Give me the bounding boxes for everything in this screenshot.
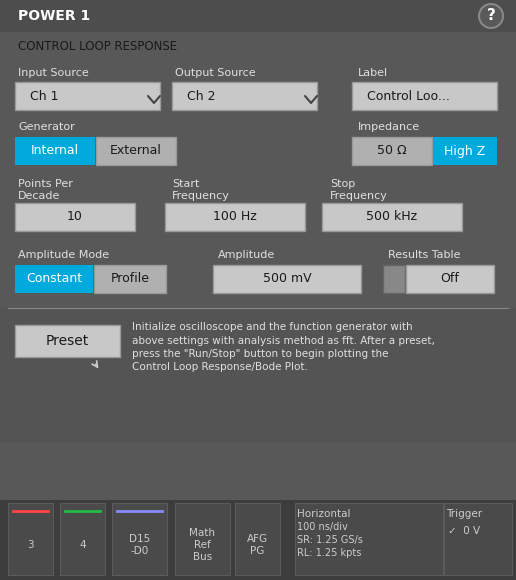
Text: Constant: Constant <box>26 273 82 285</box>
Text: Output Source: Output Source <box>175 68 255 78</box>
Text: Control Loo...: Control Loo... <box>367 89 450 103</box>
Bar <box>112 503 167 575</box>
Text: High Z: High Z <box>444 144 486 158</box>
Text: Amplitude Mode: Amplitude Mode <box>18 250 109 260</box>
Text: Results Table: Results Table <box>388 250 460 260</box>
Text: Generator: Generator <box>18 122 75 132</box>
Text: Impedance: Impedance <box>358 122 420 132</box>
Text: Input Source: Input Source <box>18 68 89 78</box>
Text: D15
-D0: D15 -D0 <box>129 534 150 556</box>
Bar <box>15 203 135 231</box>
Text: POWER 1: POWER 1 <box>18 9 90 23</box>
Text: ✓  0 V: ✓ 0 V <box>448 526 480 536</box>
Text: Preset: Preset <box>45 334 89 348</box>
Bar <box>352 82 497 110</box>
Text: 4: 4 <box>79 540 86 550</box>
Bar <box>406 265 494 293</box>
Bar <box>295 503 443 575</box>
Text: above settings with analysis method as fft. After a preset,: above settings with analysis method as f… <box>132 335 435 346</box>
Text: 100 Hz: 100 Hz <box>213 211 257 223</box>
Bar <box>165 203 305 231</box>
Bar <box>352 137 432 165</box>
Bar <box>172 82 317 110</box>
Bar <box>213 265 361 293</box>
Bar <box>0 500 516 580</box>
Bar <box>235 503 280 575</box>
Text: Control Loop Response/Bode Plot.: Control Loop Response/Bode Plot. <box>132 362 308 372</box>
Text: Stop
Frequency: Stop Frequency <box>330 179 388 201</box>
Text: Profile: Profile <box>110 273 150 285</box>
Bar <box>0 308 516 443</box>
Bar <box>0 0 516 32</box>
Text: Initialize oscilloscope and the function generator with: Initialize oscilloscope and the function… <box>132 322 413 332</box>
Text: Points Per
Decade: Points Per Decade <box>18 179 73 201</box>
Text: 100 ns/div: 100 ns/div <box>297 522 348 532</box>
Bar <box>60 503 105 575</box>
Text: 500 mV: 500 mV <box>263 273 311 285</box>
Text: CONTROL LOOP RESPONSE: CONTROL LOOP RESPONSE <box>18 39 177 53</box>
Text: 50 Ω: 50 Ω <box>377 144 407 158</box>
Bar <box>0 32 516 500</box>
Bar <box>94 265 166 293</box>
Text: SR: 1.25 GS/s: SR: 1.25 GS/s <box>297 535 363 545</box>
Text: Start
Frequency: Start Frequency <box>172 179 230 201</box>
Text: Math
Ref
Bus: Math Ref Bus <box>189 528 216 561</box>
Bar <box>444 503 512 575</box>
Text: Ch 1: Ch 1 <box>30 89 58 103</box>
Bar <box>15 265 93 293</box>
Text: Ch 2: Ch 2 <box>187 89 216 103</box>
Bar <box>175 503 230 575</box>
Bar <box>96 137 176 165</box>
Text: RL: 1.25 kpts: RL: 1.25 kpts <box>297 548 361 558</box>
Text: Amplitude: Amplitude <box>218 250 275 260</box>
Text: 10: 10 <box>67 211 83 223</box>
Bar <box>15 325 120 357</box>
Bar <box>322 203 462 231</box>
Bar <box>8 34 508 58</box>
Text: Internal: Internal <box>31 144 79 158</box>
Text: 500 kHz: 500 kHz <box>366 211 417 223</box>
Text: AFG
PG: AFG PG <box>247 534 268 556</box>
Text: Horizontal: Horizontal <box>297 509 350 519</box>
Bar <box>383 265 405 293</box>
Text: press the "Run/Stop" button to begin plotting the: press the "Run/Stop" button to begin plo… <box>132 349 389 359</box>
Circle shape <box>479 4 503 28</box>
Bar <box>433 137 497 165</box>
Text: Label: Label <box>358 68 388 78</box>
Text: Trigger: Trigger <box>446 509 482 519</box>
Bar <box>15 137 95 165</box>
Bar <box>8 503 53 575</box>
Text: 3: 3 <box>27 540 34 550</box>
Bar <box>15 82 160 110</box>
Text: ?: ? <box>487 9 495 24</box>
Text: Off: Off <box>441 273 459 285</box>
Text: External: External <box>110 144 162 158</box>
